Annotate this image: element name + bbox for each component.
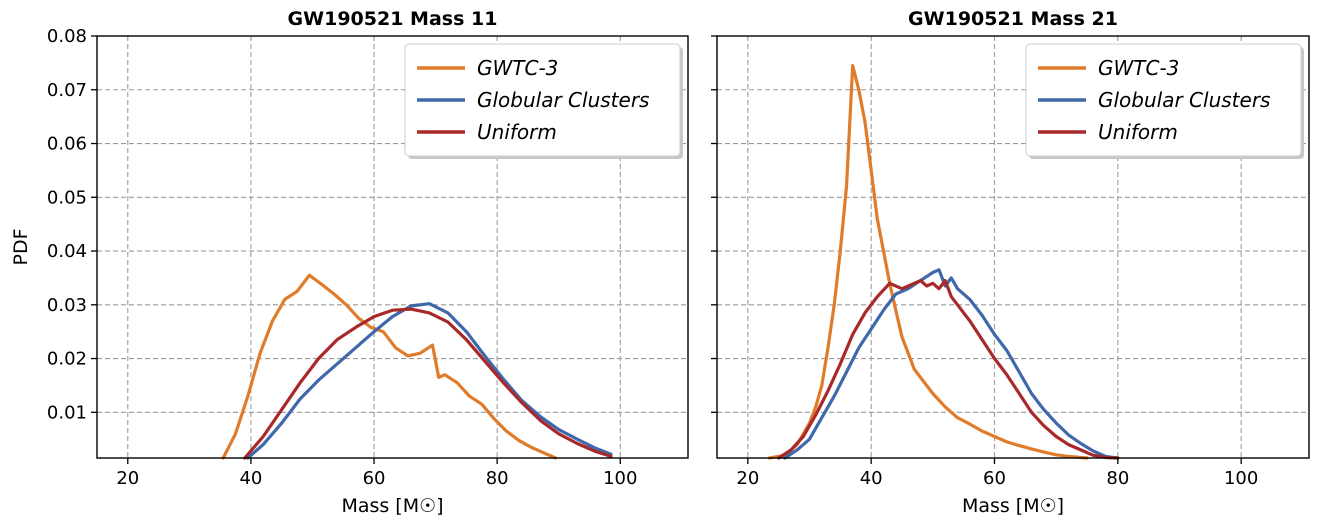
series-line-globular-clusters [783,268,1120,460]
x-tick-label: 100 [1224,468,1258,489]
x-axis-label: Mass [M☉] [962,495,1064,517]
legend: GWTC-3 Globular Clusters Uniform [1025,43,1304,159]
x-tick-label: 40 [860,468,883,489]
y-tick-label: 0.05 [47,187,87,208]
y-tick-label: 0.02 [47,349,87,370]
chart-mass-11: 20 40 60 80 100 0.01 0.02 0.03 0.04 0.05 0.06 0.07 0… [10,8,689,517]
axes-frame [96,35,689,459]
x-tick-label: 100 [603,468,637,489]
legend-box [404,43,681,157]
series-line-globular-clusters [246,302,613,460]
x-axis-label: Mass [M☉] [341,495,443,517]
legend: GWTC-3 Globular Clusters Uniform [404,43,683,159]
x-tick-label: 80 [486,468,509,489]
x-tick-label: 20 [736,468,759,489]
legend-label-globular-clusters: Globular Clusters [1098,88,1270,112]
axes-frame [716,35,1310,459]
y-tick-label: 0.01 [47,402,87,423]
chart-title: GW190521 Mass 21 [908,8,1118,30]
legend-label-globular-clusters: Globular Clusters [477,88,649,112]
y-tick-label: 0.07 [47,80,87,101]
x-tick-label: 60 [983,468,1006,489]
x-tick-label: 20 [116,468,139,489]
y-tick-label: 0.08 [47,26,87,47]
series-line-uniform [243,307,613,460]
y-tick-label: 0.06 [47,134,87,155]
legend-label-uniform: Uniform [1098,120,1178,144]
y-tick-label: 0.03 [47,295,87,316]
legend-box [1025,43,1302,157]
series-line-gwtc-3 [221,273,558,460]
x-tick-label: 80 [1106,468,1129,489]
y-tick-label: 0.04 [47,241,87,262]
chart-mass-21: 20 40 60 80 100 GW190521 Mass 21 Mass [M☉] GWTC… [711,8,1310,517]
legend-label-gwtc-3: GWTC-3 [1098,56,1179,80]
legend-label-gwtc-3: GWTC-3 [477,56,558,80]
chart-title: GW190521 Mass 11 [288,8,498,30]
x-tick-label: 60 [363,468,386,489]
series-line-gwtc-3 [767,63,1089,460]
legend-label-uniform: Uniform [477,120,557,144]
x-tick-label: 40 [239,468,262,489]
y-axis-label: PDF [10,228,32,265]
series-line-uniform [777,279,1120,460]
